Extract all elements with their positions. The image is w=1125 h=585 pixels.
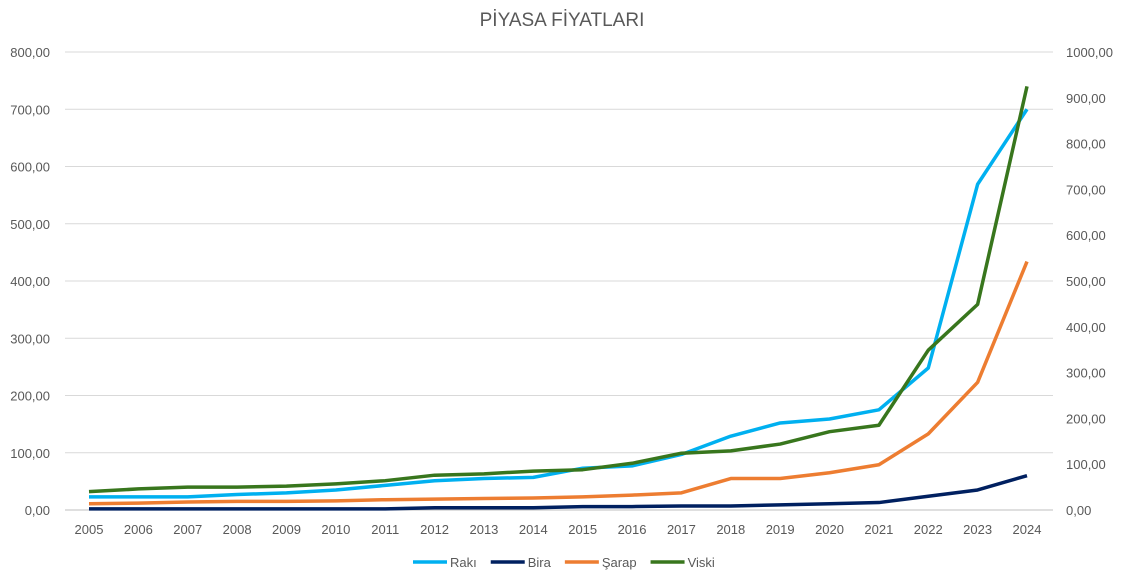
y-left-tick-label: 800,00 bbox=[10, 45, 50, 60]
series-line-viski bbox=[88, 85, 1029, 494]
y-right-tick-label: 900,00 bbox=[1066, 91, 1106, 106]
legend-label: Rakı bbox=[450, 555, 477, 570]
x-tick-label: 2019 bbox=[766, 522, 795, 537]
x-tick-label: 2018 bbox=[716, 522, 745, 537]
y-right-tick-label: 600,00 bbox=[1066, 228, 1106, 243]
x-tick-label: 2008 bbox=[223, 522, 252, 537]
y-left-tick-label: 700,00 bbox=[10, 102, 50, 117]
x-tick-label: 2017 bbox=[667, 522, 696, 537]
y-left-tick-label: 0,00 bbox=[25, 503, 50, 518]
x-tick-label: 2012 bbox=[420, 522, 449, 537]
y-left-tick-label: 600,00 bbox=[10, 160, 50, 175]
x-tick-label: 2007 bbox=[173, 522, 202, 537]
y-right-tick-label: 100,00 bbox=[1066, 457, 1106, 472]
x-tick-label: 2021 bbox=[864, 522, 893, 537]
x-tick-label: 2022 bbox=[914, 522, 943, 537]
y-right-tick-label: 700,00 bbox=[1066, 182, 1106, 197]
legend-label: Bira bbox=[528, 555, 552, 570]
y-left-tick-label: 300,00 bbox=[10, 331, 50, 346]
x-tick-label: 2024 bbox=[1013, 522, 1042, 537]
series-line-rakı bbox=[89, 108, 1029, 499]
x-tick-label: 2006 bbox=[124, 522, 153, 537]
x-tick-label: 2011 bbox=[371, 522, 399, 537]
y-left-tick-label: 500,00 bbox=[10, 217, 50, 232]
x-tick-label: 2023 bbox=[963, 522, 992, 537]
legend-label: Viski bbox=[688, 555, 715, 570]
x-tick-label: 2015 bbox=[568, 522, 597, 537]
x-tick-label: 2013 bbox=[469, 522, 498, 537]
chart-title: PİYASA FİYATLARI bbox=[480, 10, 645, 31]
series-line-şarap bbox=[88, 260, 1029, 506]
series-line-bira bbox=[89, 473, 1028, 511]
y-right-tick-label: 800,00 bbox=[1066, 137, 1106, 152]
x-tick-label: 2005 bbox=[75, 522, 104, 537]
x-tick-label: 2016 bbox=[618, 522, 647, 537]
y-left-tick-label: 200,00 bbox=[10, 389, 50, 404]
legend-label: Şarap bbox=[602, 555, 637, 570]
y-left-tick-label: 100,00 bbox=[10, 446, 50, 461]
x-tick-label: 2009 bbox=[272, 522, 301, 537]
y-right-tick-label: 200,00 bbox=[1066, 411, 1106, 426]
y-left-tick-label: 400,00 bbox=[10, 274, 50, 289]
y-right-tick-label: 500,00 bbox=[1066, 274, 1106, 289]
x-tick-label: 2020 bbox=[815, 522, 844, 537]
y-right-tick-label: 400,00 bbox=[1066, 320, 1106, 335]
y-right-tick-label: 0,00 bbox=[1066, 503, 1091, 518]
y-right-tick-label: 300,00 bbox=[1066, 366, 1106, 381]
x-tick-label: 2014 bbox=[519, 522, 548, 537]
y-right-tick-label: 1000,00 bbox=[1066, 45, 1113, 60]
x-tick-label: 2010 bbox=[321, 522, 350, 537]
